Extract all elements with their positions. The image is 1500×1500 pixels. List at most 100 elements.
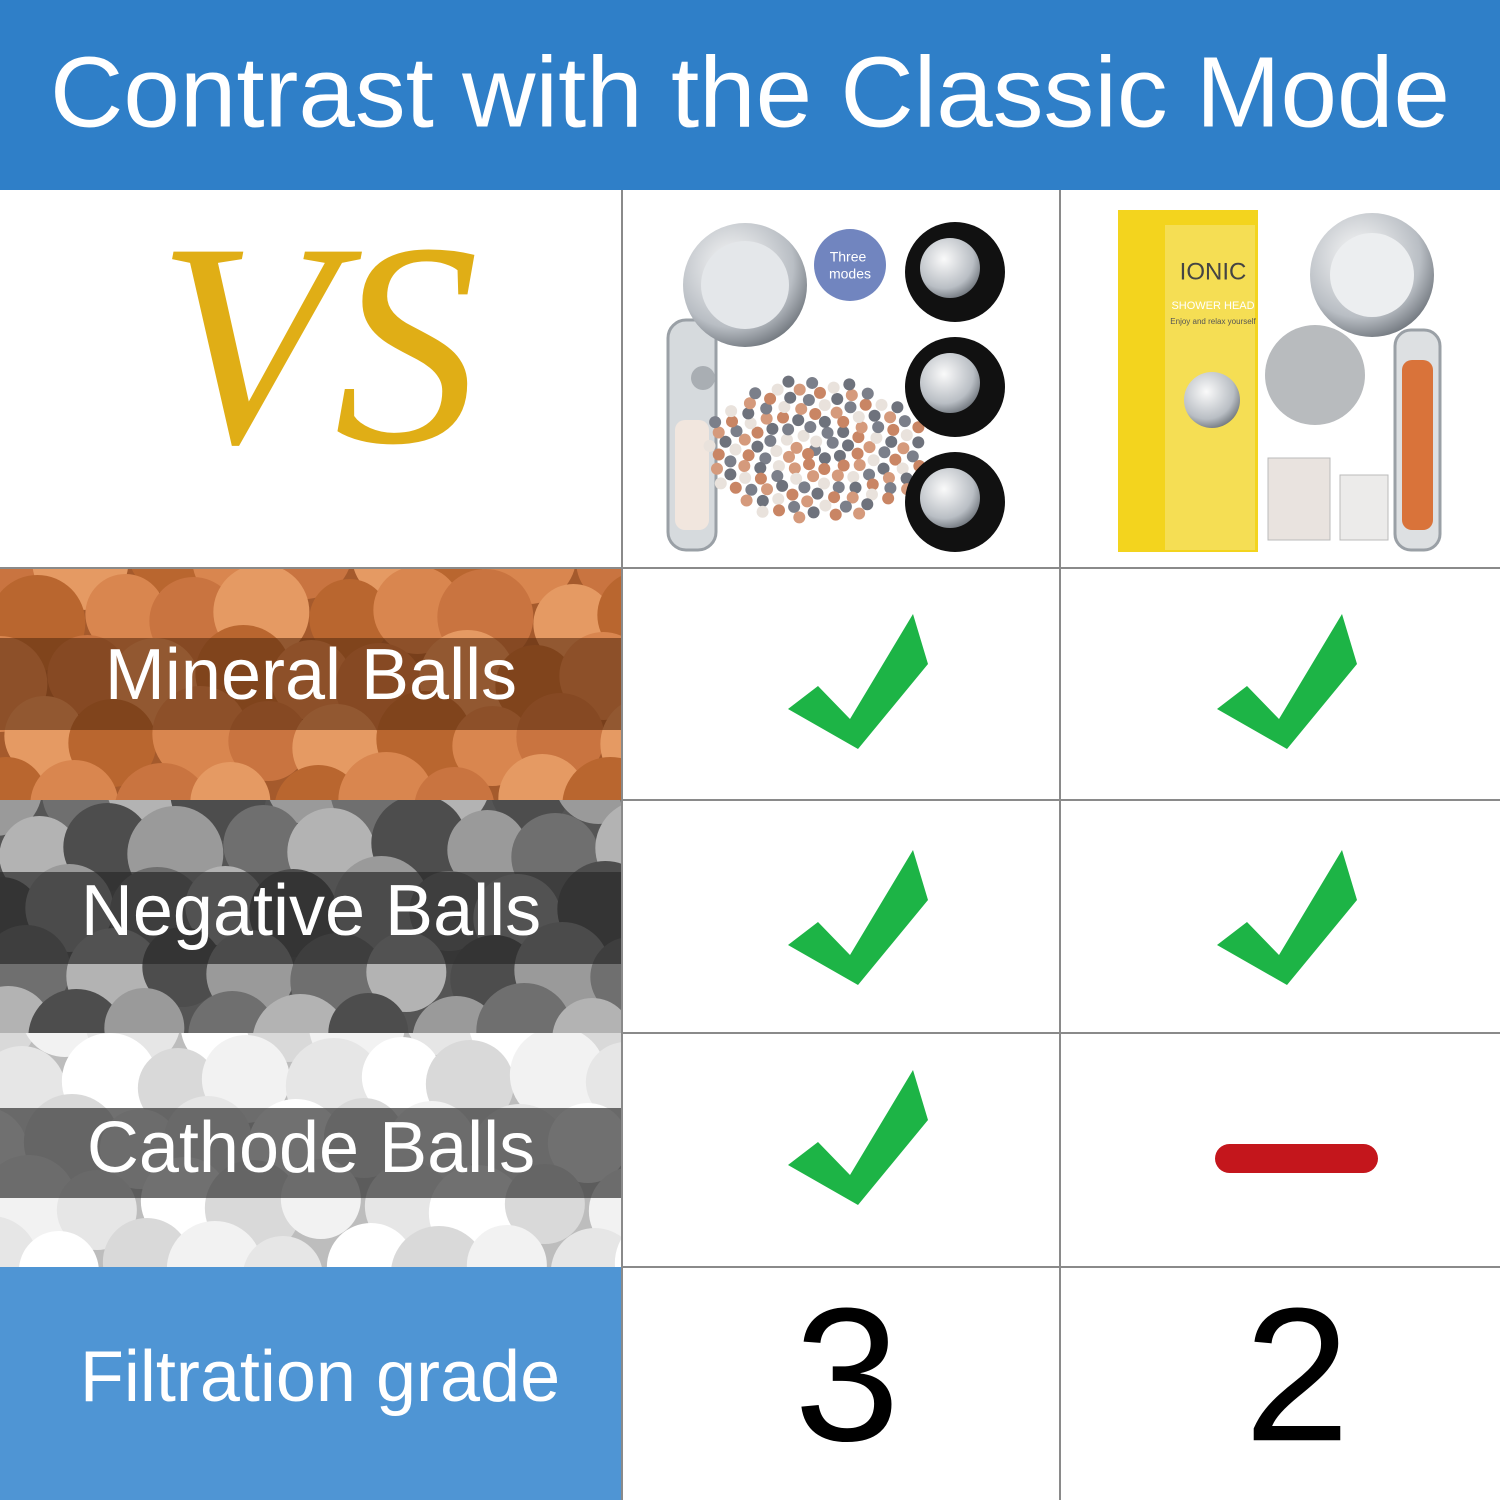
texture-ball — [552, 998, 622, 1033]
texture-ball — [865, 488, 878, 501]
texture-ball — [782, 423, 795, 436]
texture-ball — [844, 401, 857, 414]
row-label: Cathode Balls — [87, 1108, 535, 1188]
texture-ball — [725, 405, 738, 418]
texture-ball — [712, 448, 725, 461]
label-cell — [0, 1267, 622, 1500]
texture-ball — [882, 492, 895, 505]
texture-ball — [784, 391, 797, 404]
texture-ball — [817, 477, 830, 490]
texture-ball — [853, 459, 866, 472]
texture-ball — [764, 392, 777, 405]
texture-ball — [875, 398, 888, 411]
texture-ball — [754, 461, 767, 474]
texture-ball — [749, 387, 762, 400]
texture-ball — [887, 423, 900, 436]
check-mark — [788, 614, 928, 749]
texture-ball — [361, 1037, 442, 1117]
texture-ball — [709, 416, 722, 429]
texture-ball — [884, 482, 897, 495]
texture-ball — [811, 487, 824, 500]
texture-ball — [896, 462, 909, 475]
texture-ball — [243, 1236, 322, 1267]
texture-ball — [740, 494, 753, 507]
texture-ball — [884, 411, 897, 424]
texture-ball — [828, 491, 841, 504]
texture-ball — [877, 462, 890, 475]
check-mark — [788, 1070, 928, 1205]
texture-ball — [885, 435, 898, 448]
shape — [1267, 457, 1331, 541]
texture-ball — [849, 481, 862, 494]
texture-ball — [724, 468, 737, 481]
header-bar — [0, 0, 1500, 190]
label-band — [0, 638, 622, 730]
row-label: Filtration grade — [80, 1337, 560, 1417]
texture-ball — [745, 483, 758, 496]
texture-ball — [813, 386, 826, 399]
texture-ball — [30, 760, 119, 800]
grade-value: 3 — [794, 1269, 900, 1481]
texture-ball — [778, 401, 791, 414]
texture-ball — [115, 763, 210, 800]
texture-ball — [773, 504, 786, 517]
texture-ball — [809, 408, 822, 421]
shape — [1402, 360, 1433, 530]
texture-ball — [742, 407, 755, 420]
texture-ball — [788, 500, 801, 513]
texture-ball — [742, 449, 755, 462]
box-tagline: Enjoy and relax yourself — [1170, 317, 1256, 326]
page-title: Contrast with the Classic Mode — [50, 36, 1450, 148]
texture-ball — [751, 440, 764, 453]
row-label: Mineral Balls — [105, 635, 517, 715]
texture-ball — [859, 398, 872, 411]
texture-ball — [826, 436, 839, 449]
label-band — [0, 1108, 622, 1198]
texture-ball — [326, 1223, 415, 1267]
texture-ball — [729, 443, 742, 456]
texture-ball — [756, 505, 769, 518]
texture-ball — [818, 415, 831, 428]
texture-ball — [867, 454, 880, 467]
check-mark — [1217, 614, 1357, 749]
texture-ball — [28, 989, 125, 1033]
texture-ball — [551, 1228, 622, 1267]
shape — [691, 366, 715, 390]
texture-ball — [861, 498, 874, 511]
texture-ball — [863, 441, 876, 454]
texture-ball — [629, 981, 709, 1061]
texture-ball — [190, 762, 271, 800]
texture-ball — [729, 481, 742, 494]
shape — [1330, 233, 1414, 317]
texture-ball — [801, 495, 814, 508]
texture-ball — [806, 376, 819, 389]
badge-text: modes — [829, 266, 871, 282]
texture-ball — [447, 810, 528, 890]
texture-ball — [855, 421, 868, 434]
texture-ball — [900, 429, 913, 442]
shape — [920, 468, 980, 528]
texture-ball — [761, 483, 774, 496]
texture-ball — [853, 507, 866, 520]
texture-ball — [782, 375, 795, 388]
texture-ball — [821, 426, 834, 439]
texture-ball — [898, 415, 911, 428]
texture-ball — [777, 411, 790, 424]
shape — [701, 241, 789, 329]
texture-ball — [818, 399, 831, 412]
texture-ball — [738, 433, 751, 446]
texture-ball — [726, 415, 739, 428]
shape — [920, 353, 980, 413]
texture-ball — [783, 450, 796, 463]
texture-ball — [827, 381, 840, 394]
texture-ball — [788, 462, 801, 475]
texture-ball — [0, 800, 41, 836]
texture-ball — [714, 477, 727, 490]
check-mark — [788, 850, 928, 985]
texture-ball — [771, 470, 784, 483]
texture-ball — [846, 491, 859, 504]
texture-ball — [852, 431, 865, 444]
texture-ball — [509, 1033, 606, 1123]
